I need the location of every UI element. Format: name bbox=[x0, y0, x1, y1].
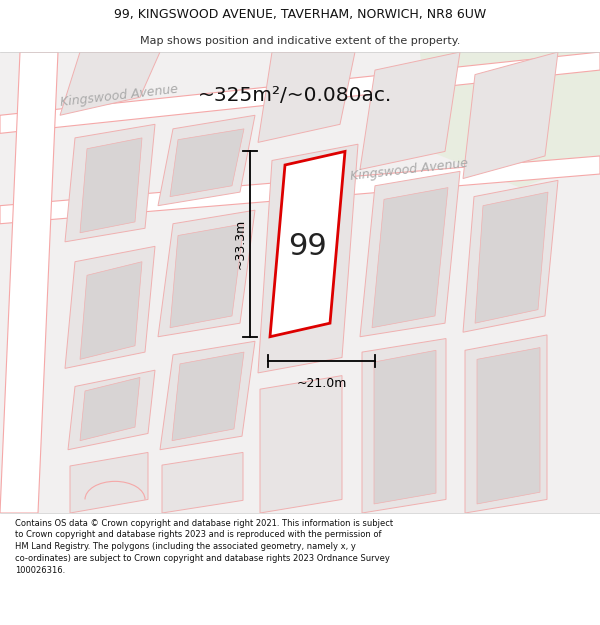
Polygon shape bbox=[0, 52, 58, 513]
Polygon shape bbox=[260, 376, 342, 513]
Polygon shape bbox=[477, 348, 540, 504]
Text: Kingswood Avenue: Kingswood Avenue bbox=[60, 82, 179, 109]
Polygon shape bbox=[475, 192, 548, 323]
Polygon shape bbox=[170, 129, 244, 197]
Polygon shape bbox=[372, 188, 448, 328]
Polygon shape bbox=[162, 452, 243, 513]
Polygon shape bbox=[0, 52, 600, 133]
Polygon shape bbox=[60, 52, 160, 115]
Polygon shape bbox=[270, 151, 345, 337]
Polygon shape bbox=[160, 341, 255, 450]
Polygon shape bbox=[374, 350, 436, 504]
Text: ~21.0m: ~21.0m bbox=[296, 378, 347, 391]
Text: ~33.3m: ~33.3m bbox=[233, 219, 247, 269]
Polygon shape bbox=[258, 52, 355, 142]
Polygon shape bbox=[463, 52, 558, 179]
Polygon shape bbox=[80, 138, 142, 232]
Polygon shape bbox=[65, 246, 155, 368]
Polygon shape bbox=[360, 171, 460, 337]
Polygon shape bbox=[65, 124, 155, 242]
Polygon shape bbox=[158, 115, 255, 206]
Polygon shape bbox=[258, 144, 358, 373]
Polygon shape bbox=[465, 335, 547, 513]
Polygon shape bbox=[360, 52, 460, 169]
Polygon shape bbox=[80, 262, 142, 359]
Polygon shape bbox=[463, 181, 558, 332]
Polygon shape bbox=[172, 352, 244, 441]
Polygon shape bbox=[68, 370, 155, 450]
Polygon shape bbox=[80, 378, 140, 441]
Polygon shape bbox=[0, 156, 600, 224]
Text: 99: 99 bbox=[289, 232, 328, 261]
Text: ~325m²/~0.080ac.: ~325m²/~0.080ac. bbox=[198, 86, 392, 105]
Polygon shape bbox=[420, 52, 600, 187]
Polygon shape bbox=[0, 52, 600, 513]
Text: 99, KINGSWOOD AVENUE, TAVERHAM, NORWICH, NR8 6UW: 99, KINGSWOOD AVENUE, TAVERHAM, NORWICH,… bbox=[114, 8, 486, 21]
Polygon shape bbox=[170, 224, 244, 328]
Text: Contains OS data © Crown copyright and database right 2021. This information is : Contains OS data © Crown copyright and d… bbox=[15, 519, 393, 575]
Polygon shape bbox=[285, 165, 312, 206]
Polygon shape bbox=[70, 452, 148, 513]
Polygon shape bbox=[362, 339, 446, 513]
Text: Kingswood Avenue: Kingswood Avenue bbox=[350, 156, 469, 182]
Polygon shape bbox=[158, 210, 255, 337]
Text: Map shows position and indicative extent of the property.: Map shows position and indicative extent… bbox=[140, 36, 460, 46]
